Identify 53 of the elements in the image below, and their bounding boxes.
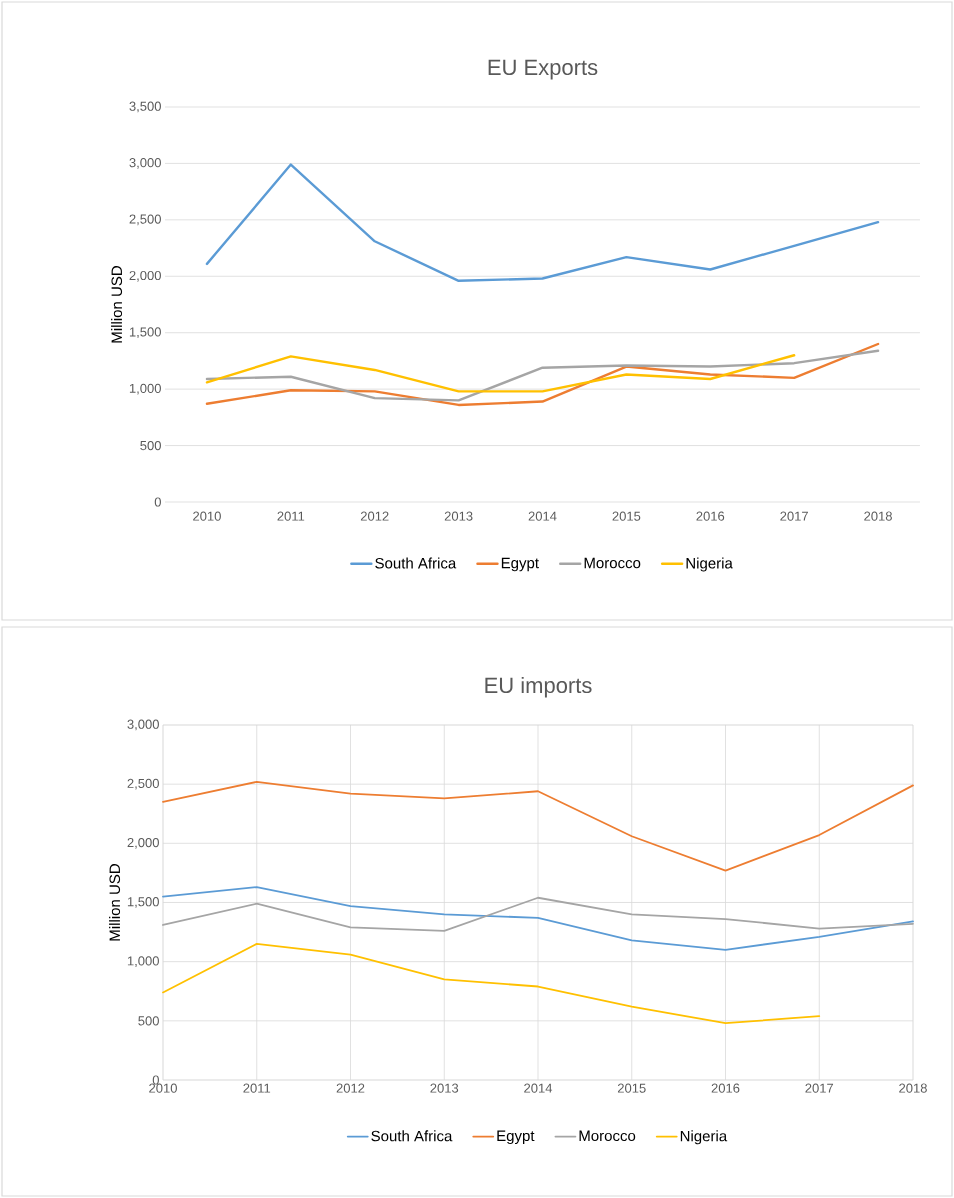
x-tick-label: 2012 [336, 1083, 365, 1093]
chart-title: EU imports [485, 676, 592, 698]
y-tick-label: 2,500 [129, 214, 161, 226]
y-tick-label: 3,000 [129, 158, 161, 169]
x-tick-label: 2011 [243, 1083, 271, 1093]
legend-label: Nigeria [686, 557, 733, 572]
y-tick-label: 2,500 [127, 778, 159, 790]
legend-label: South Africa [375, 557, 457, 569]
legend-label: Egypt [497, 1130, 535, 1145]
line-series [162, 943, 821, 1025]
line-series [162, 886, 914, 951]
x-tick-label: 2015 [612, 511, 641, 521]
y-tick-label: 3,000 [127, 719, 159, 731]
y-tick-label: 2,000 [129, 270, 161, 282]
y-tick-label: 1,500 [129, 327, 161, 339]
x-tick-label: 2017 [780, 511, 808, 521]
y-tick-label: 1,500 [127, 897, 159, 908]
line-series [205, 349, 880, 402]
line-series [162, 896, 914, 932]
y-tick-label: 1,000 [129, 383, 161, 395]
chart-title: EU Exports [488, 59, 598, 80]
y-tick-label: 500 [140, 440, 161, 451]
x-tick-label: 2016 [711, 1083, 740, 1093]
x-tick-label: 2011 [277, 511, 305, 521]
x-tick-label: 2017 [805, 1083, 834, 1093]
line-series [205, 342, 880, 407]
legend-label: Morocco [579, 1130, 636, 1142]
x-tick-label: 2013 [430, 1083, 459, 1093]
y-axis-title: Million USD [111, 266, 123, 343]
y-tick-label: 2,000 [127, 837, 159, 849]
legend-label: South Africa [371, 1130, 453, 1142]
x-tick-label: 2014 [528, 511, 557, 521]
x-tick-label: 2018 [899, 1083, 927, 1093]
legend-label: Egypt [501, 557, 539, 572]
legend-label: Nigeria [680, 1130, 728, 1145]
y-tick-label: 3,500 [129, 101, 161, 113]
x-tick-label: 2016 [696, 511, 725, 521]
x-tick-label: 2010 [193, 511, 221, 521]
line-series [162, 780, 914, 872]
line-series [205, 163, 880, 282]
x-tick-label: 2012 [360, 511, 389, 521]
x-tick-label: 2014 [524, 1083, 553, 1093]
y-tick-label: 0 [152, 1075, 159, 1085]
y-tick-label: 1,000 [127, 956, 159, 968]
line-series [205, 354, 796, 393]
x-tick-label: 2010 [149, 1083, 177, 1093]
x-tick-label: 2015 [617, 1083, 646, 1093]
x-tick-label: 2013 [444, 511, 473, 521]
y-axis-title: Million USD [109, 864, 121, 941]
legend-label: Morocco [584, 557, 641, 569]
y-tick-label: 0 [154, 497, 161, 507]
y-tick-label: 500 [138, 1016, 159, 1026]
x-tick-label: 2018 [864, 511, 892, 521]
